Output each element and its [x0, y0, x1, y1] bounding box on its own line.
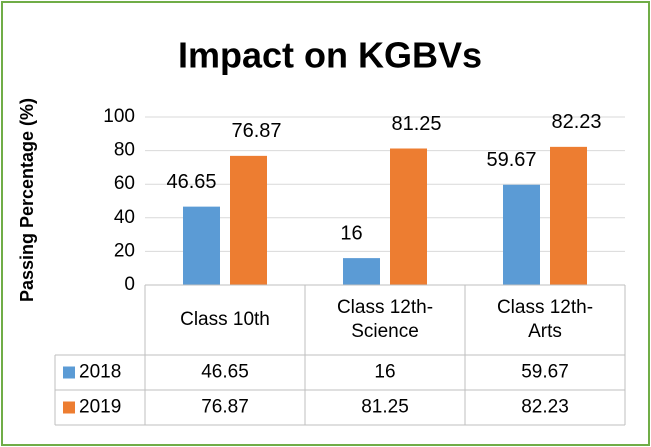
y-axis-label: Passing Percentage (%) — [17, 98, 37, 302]
bar — [343, 258, 380, 285]
legend-label: 2018 — [79, 362, 121, 383]
data-label: 46.65 — [166, 171, 216, 193]
table-value: 16 — [374, 362, 395, 383]
table-value: 46.65 — [201, 362, 249, 383]
table-value: 82.23 — [521, 397, 569, 418]
data-label: 16 — [340, 222, 362, 244]
table-value: 81.25 — [361, 397, 409, 418]
table-value: 76.87 — [201, 397, 249, 418]
y-tick-label: 100 — [103, 106, 135, 127]
bar — [503, 184, 540, 285]
legend-swatch — [63, 401, 75, 414]
bar — [183, 206, 220, 285]
table-cell: Class 12th-Arts — [496, 297, 594, 342]
y-tick-label: 20 — [114, 240, 135, 261]
y-tick-label: 40 — [114, 207, 135, 228]
bar — [230, 155, 267, 285]
legend-swatch — [63, 366, 75, 379]
table-cell: Class 12th-Science — [336, 297, 434, 342]
data-label: 82.23 — [551, 111, 601, 133]
y-tick-label: 80 — [114, 140, 135, 161]
bar — [550, 146, 587, 285]
y-tick-label: 60 — [114, 173, 135, 194]
data-label: 76.87 — [231, 120, 281, 142]
table-value: 59.67 — [521, 362, 569, 383]
table-cell: Class 10th — [180, 309, 270, 330]
data-label: 81.25 — [391, 113, 441, 135]
y-tick-label: 0 — [124, 274, 135, 295]
chart-title: Impact on KGBVs — [178, 35, 482, 76]
data-label: 59.67 — [486, 149, 536, 171]
legend-label: 2019 — [79, 397, 121, 418]
bar — [390, 148, 427, 285]
